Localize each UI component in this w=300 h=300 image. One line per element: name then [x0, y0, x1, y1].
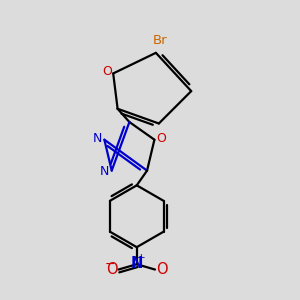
- Text: O: O: [156, 132, 166, 145]
- Text: O: O: [156, 262, 167, 277]
- Text: N: N: [100, 165, 109, 178]
- Text: N: N: [93, 132, 102, 145]
- Text: −: −: [104, 258, 115, 271]
- Text: +: +: [137, 254, 146, 263]
- Text: O: O: [102, 65, 112, 79]
- Text: O: O: [106, 262, 118, 277]
- Text: N: N: [130, 256, 143, 271]
- Text: Br: Br: [153, 34, 168, 47]
